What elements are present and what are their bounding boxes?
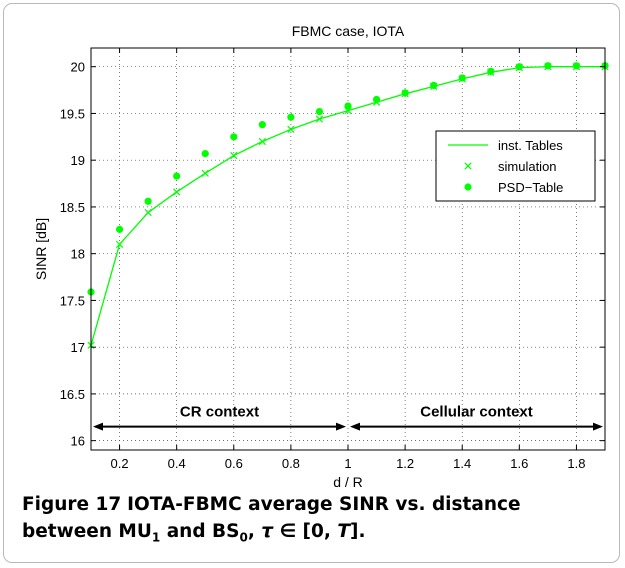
psd-table-point	[544, 62, 552, 70]
psd-table-point	[430, 81, 438, 89]
psd-table-point	[487, 67, 495, 75]
simulation-point	[230, 151, 238, 160]
caption-part-4: ∈ [0,	[273, 521, 338, 542]
psd-table-point	[287, 113, 295, 121]
psd-table-point	[372, 95, 381, 104]
y-tick-label: 19	[71, 153, 85, 168]
caption-part-2: and BS	[166, 521, 240, 542]
x-tick-label: 0.2	[111, 456, 129, 471]
x-tick-label: 1.2	[396, 456, 414, 471]
simulation-point	[115, 240, 124, 248]
caption-part-5: ].	[349, 521, 366, 542]
chart-title: FBMC case, IOTA	[292, 23, 405, 39]
psd-table-point	[173, 172, 181, 180]
caption-tau: τ	[261, 521, 274, 542]
legend-box	[435, 130, 596, 202]
x-tick-label: 1.8	[567, 456, 585, 471]
legend-x-marker	[464, 162, 472, 170]
arrowhead-right	[593, 422, 603, 431]
caption-sub-1: 1	[151, 530, 161, 545]
grid	[91, 48, 605, 450]
psd-table-point	[401, 89, 409, 97]
arrowhead-left	[93, 422, 103, 431]
psd-table-point	[458, 74, 466, 82]
y-tick-label: 19.5	[60, 106, 85, 121]
simulation-point	[287, 125, 295, 133]
psd-table-point	[258, 121, 266, 129]
caption-sub-2: 0	[239, 530, 248, 545]
figure-caption: Figure 17 IOTA-FBMC average SINR vs. dis…	[22, 491, 612, 552]
context-label: Cellular context	[420, 404, 533, 421]
caption-T: T	[337, 521, 350, 542]
y-tick-label: 18	[71, 247, 85, 262]
y-axis-label: SINR [dB]	[33, 218, 49, 280]
figure-card	[3, 3, 620, 563]
psd-table-point	[515, 63, 523, 71]
x-tick-label: 0.4	[168, 456, 186, 471]
y-tick-label: 16.5	[60, 387, 85, 402]
x-tick-label: 1.6	[510, 456, 528, 471]
arrowhead-right	[336, 422, 346, 431]
psd-table-point	[230, 133, 238, 141]
x-tick-label: 0.6	[225, 456, 243, 471]
legend-label: simulation	[498, 159, 557, 174]
x-tick-label: 1	[344, 456, 351, 471]
caption-part-3: ,	[247, 521, 262, 542]
simulation-point	[201, 169, 209, 177]
y-tick-label: 16	[71, 434, 85, 449]
psd-table-point	[344, 102, 352, 110]
context-label: CR context	[180, 404, 259, 421]
simulation-point	[258, 137, 266, 146]
simulation-point	[315, 115, 324, 123]
caption-text: IOTA-FBMC average SINR vs. distance betw…	[22, 494, 521, 545]
y-tick-label: 17	[71, 340, 85, 355]
y-tick-label: 17.5	[60, 293, 85, 308]
x-tick-label: 1.4	[453, 456, 471, 471]
series-layer	[87, 62, 609, 349]
y-tick-label: 20	[71, 60, 85, 75]
legend: inst. Tables simulation PSD−Table	[435, 130, 596, 202]
psd-table-point	[201, 150, 209, 158]
legend-dot-marker	[464, 183, 472, 191]
y-tick-label: 18.5	[60, 200, 85, 215]
figure-label: Figure 17	[22, 494, 122, 515]
psd-table-point	[315, 107, 324, 116]
context-annotations: CR context Cellular context	[93, 404, 603, 431]
simulation-point	[144, 208, 152, 217]
caption-part-1: IOTA-FBMC average SINR vs. distance betw…	[22, 494, 521, 542]
x-tick-label: 0.8	[282, 456, 300, 471]
simulation-point	[173, 188, 181, 196]
x-axis-label: d / R	[333, 474, 363, 490]
arrowhead-left	[350, 422, 360, 431]
ticks: 0.2 0.4 0.6 0.8 1 1.2 1.4 1.6 1.8 16 16.5 17 17.5 18 1…	[60, 48, 605, 471]
psd-table-point	[144, 197, 152, 205]
legend-label: inst. Tables	[498, 138, 563, 153]
psd-table-point	[115, 225, 124, 233]
legend-label: PSD−Table	[498, 180, 563, 195]
psd-table-point	[572, 62, 581, 70]
